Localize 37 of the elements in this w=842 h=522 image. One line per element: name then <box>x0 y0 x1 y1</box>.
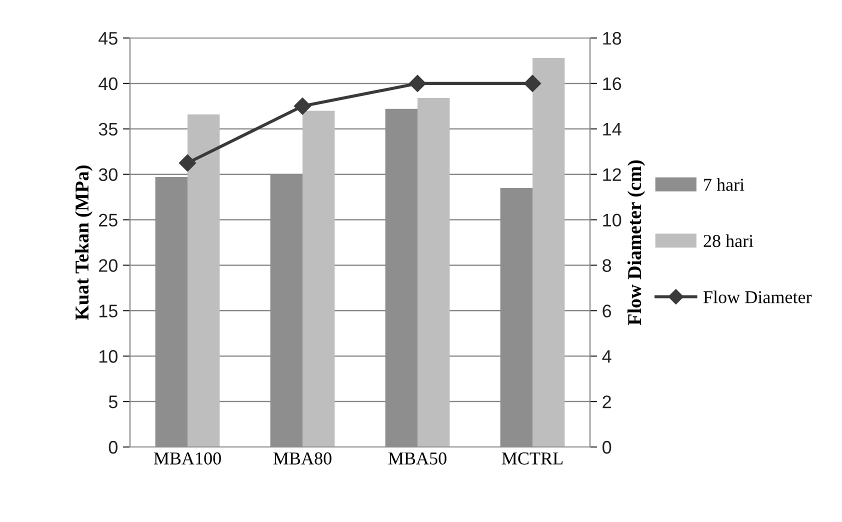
bar <box>302 110 335 447</box>
y-tick-label: 30 <box>98 168 118 182</box>
y-tick-label: 25 <box>99 214 118 226</box>
y2-tick-label: 2 <box>602 395 611 408</box>
y-tick-label: 15 <box>99 304 118 318</box>
x-tick-label: MCTRL <box>502 452 563 465</box>
y-tick-label: 20 <box>99 259 118 272</box>
y-tick-label: 10 <box>99 350 118 363</box>
y2-tick-label: 16 <box>603 77 622 90</box>
y2-tick-label: 14 <box>603 123 622 136</box>
y-tick-label: 0 <box>108 440 118 454</box>
y-tick-label: 35 <box>98 122 118 136</box>
x-tick-label: MBA50 <box>388 452 446 465</box>
y2-tick-label: 6 <box>602 304 612 318</box>
y-tick-label: 40 <box>98 77 118 90</box>
bar <box>418 98 450 447</box>
y2-tick-label: 8 <box>602 259 612 272</box>
y-tick-label: 45 <box>98 32 118 45</box>
y-axis-title: Kuat Tekan (MPa) <box>74 166 93 320</box>
y2-tick-label: 4 <box>602 350 612 363</box>
x-tick-label: MBA80 <box>273 452 332 465</box>
y2-tick-label: 18 <box>603 32 622 45</box>
legend-label: 28 hari <box>704 234 754 248</box>
point <box>524 74 542 92</box>
y2-axis-title: Flow Diameter (cm) <box>627 160 646 326</box>
bar <box>532 58 565 447</box>
legend-label: Flow Diameter <box>703 290 812 304</box>
bar <box>188 114 220 447</box>
y-tick-label: 5 <box>108 396 118 408</box>
point <box>408 74 426 92</box>
y2-tick-label: 12 <box>603 168 621 181</box>
point <box>178 154 196 172</box>
y2-tick-label: 0 <box>602 440 612 454</box>
legend-label: 7 hari <box>704 178 744 191</box>
x-tick-label: MBA100 <box>154 452 221 465</box>
point <box>294 98 312 115</box>
y2-tick-label: 10 <box>603 214 622 226</box>
